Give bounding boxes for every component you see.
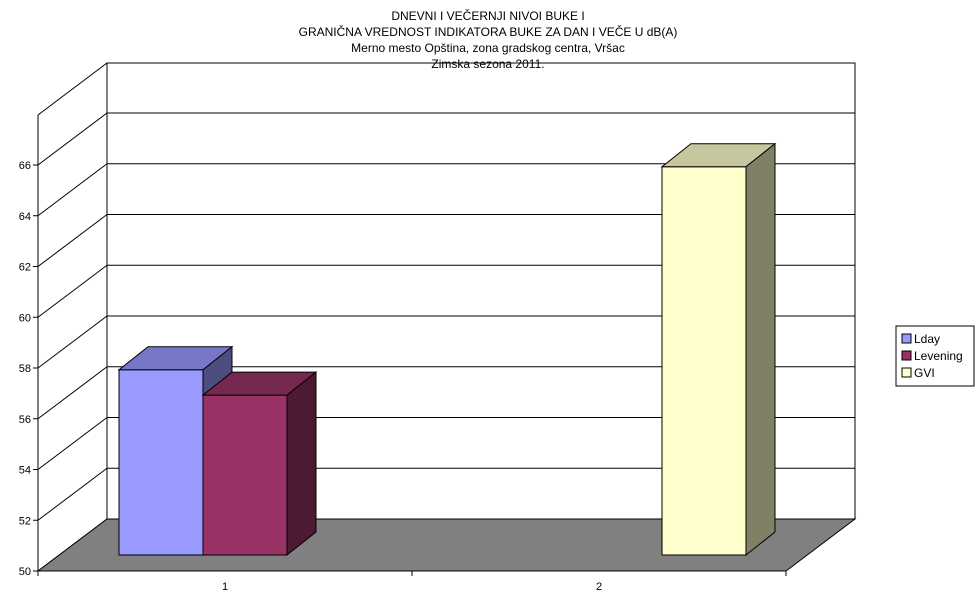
y-tick-label: 66 <box>19 160 31 172</box>
legend-swatch-gvi <box>901 367 912 378</box>
back-wall <box>106 62 856 519</box>
title-line-1: DNEVNI I VEČERNJI NIVOI BUKE I <box>391 8 584 23</box>
bar-side <box>286 371 317 557</box>
title-line-4: Zimska sezona 2011. <box>431 57 544 71</box>
gridline-side <box>37 214 108 267</box>
y-tick-label: 58 <box>19 363 31 375</box>
title-line-2: GRANIČNA VREDNOST INDIKATORA BUKE ZA DAN… <box>299 24 678 39</box>
y-tick-label: 64 <box>19 211 31 223</box>
gridline-side <box>37 417 108 470</box>
x-tick-label: 1 <box>222 581 228 593</box>
bar-side <box>745 142 776 557</box>
legend-swatch-lday <box>901 333 912 344</box>
gridline-side <box>37 163 108 217</box>
gridline-side <box>37 264 108 318</box>
bar-levening-cat-1 <box>201 371 318 557</box>
title-line-3: Merno mesto Opština, zona gradskog centr… <box>351 41 625 55</box>
gridline-side <box>37 467 108 521</box>
bar-front <box>202 394 288 556</box>
legend-label-lday: Lday <box>914 332 940 346</box>
gridline-side <box>37 315 108 369</box>
bar-front <box>118 369 204 556</box>
y-tick-label: 52 <box>19 515 31 527</box>
y-axis: 50 52 54 56 58 60 62 64 66 <box>19 115 39 578</box>
legend: Lday Levening GVI <box>895 325 975 387</box>
gridline-side <box>37 366 108 420</box>
bars <box>117 142 777 557</box>
chart-title: DNEVNI I VEČERNJI NIVOI BUKE I GRANIČNA … <box>299 8 678 71</box>
bar-front <box>661 166 747 556</box>
chart-walls <box>37 62 856 519</box>
gridline-side <box>37 112 108 166</box>
y-tick-label: 60 <box>19 312 31 324</box>
y-tick-label: 54 <box>19 465 31 477</box>
legend-label-gvi: GVI <box>914 366 935 380</box>
bar-gvi-cat-2 <box>660 142 777 557</box>
side-wall-top-edge <box>37 62 108 116</box>
legend-label-levening: Levening <box>914 349 963 363</box>
y-tick-label: 56 <box>19 414 31 426</box>
x-tick-label: 2 <box>596 581 602 593</box>
legend-swatch-levening <box>901 350 912 361</box>
y-tick-label: 50 <box>19 566 31 578</box>
y-tick-label: 62 <box>19 262 31 274</box>
